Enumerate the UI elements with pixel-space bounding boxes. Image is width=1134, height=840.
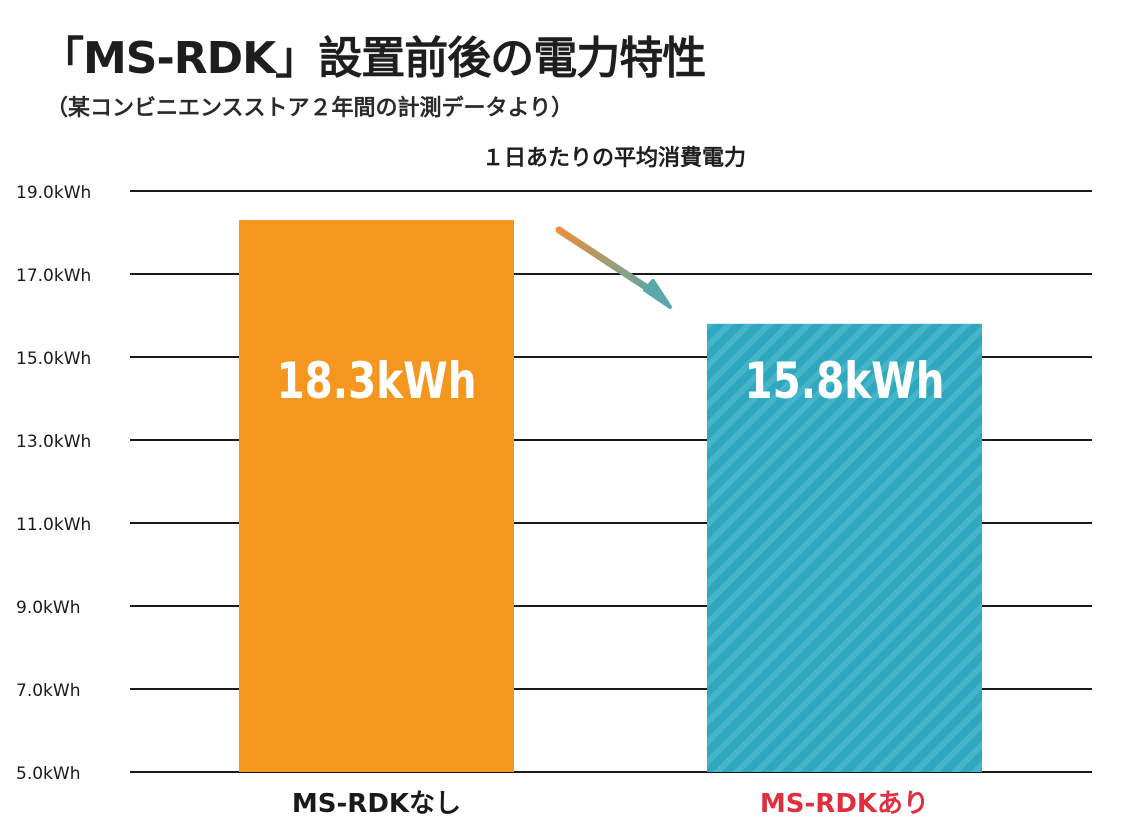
category-label: MS-RDKなし: [292, 789, 461, 819]
bar-value-label: 18.3kWh: [277, 352, 477, 410]
y-tick-label: 13.0kWh: [16, 432, 91, 452]
bars: [239, 220, 982, 773]
page-subtitle: （某コンビニエンスストア２年間の計測データより）: [46, 96, 574, 121]
page-title: 「MS-RDK」設置前後の電力特性: [40, 33, 706, 84]
arrow-shaft: [555, 226, 659, 297]
y-tick-label: 17.0kWh: [16, 266, 91, 286]
arrow-head: [643, 279, 672, 309]
y-tick-label: 11.0kWh: [16, 515, 91, 535]
category-label: MS-RDKあり: [760, 789, 929, 819]
bar-value-label: 15.8kWh: [745, 352, 945, 410]
y-tick-label: 9.0kWh: [16, 598, 80, 618]
bar-value-labels: 18.3kWh 15.8kWh: [277, 352, 945, 410]
y-tick-label: 15.0kWh: [16, 349, 91, 369]
y-axis-tick-labels: 5.0kWh 7.0kWh 9.0kWh 11.0kWh 13.0kWh 15.0kWh 1…: [16, 183, 91, 784]
bar-2: [707, 323, 982, 772]
category-labels: MS-RDKなし MS-RDKあり: [292, 789, 929, 819]
bar-1: [239, 220, 514, 773]
y-tick-label: 7.0kWh: [16, 681, 80, 701]
y-tick-label: 19.0kWh: [16, 183, 91, 203]
chart-title: １日あたりの平均消費電力: [482, 145, 746, 171]
y-tick-label: 5.0kWh: [16, 764, 80, 784]
arrow-down-right-annotation: [555, 226, 672, 309]
